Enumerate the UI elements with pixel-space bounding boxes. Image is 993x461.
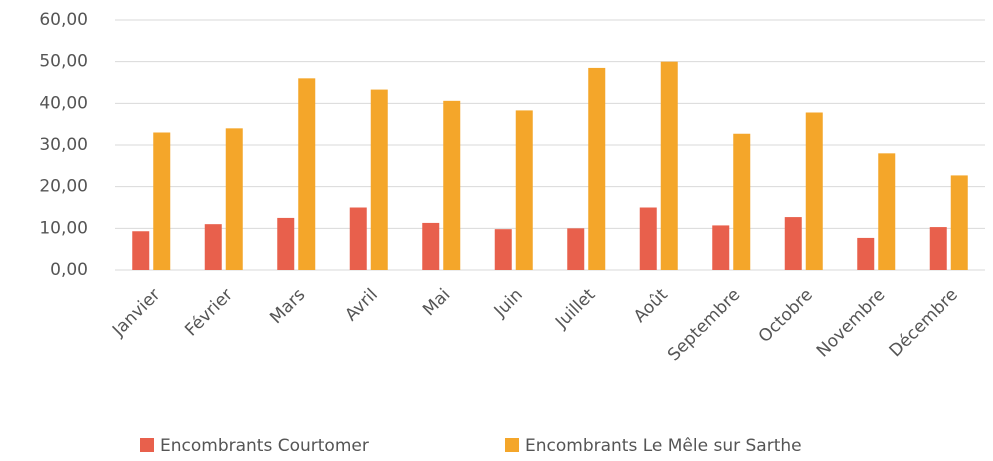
legend-swatch	[505, 438, 519, 452]
bar	[950, 175, 968, 270]
legend-label: Encombrants Courtomer	[160, 436, 369, 456]
y-tick-label: 30,00	[39, 135, 88, 155]
bar	[422, 222, 440, 270]
bar	[204, 224, 222, 270]
bar	[805, 112, 823, 270]
bar	[443, 100, 461, 270]
bar	[639, 207, 657, 270]
bar	[588, 67, 606, 271]
bar	[878, 153, 896, 270]
bar	[929, 227, 947, 270]
y-tick-label: 20,00	[39, 177, 88, 197]
bar	[277, 217, 295, 270]
bar	[857, 237, 875, 270]
bar	[298, 78, 316, 270]
bar	[712, 225, 730, 270]
bar	[349, 207, 367, 270]
bar	[370, 89, 388, 270]
x-tick-label: Juin	[490, 285, 527, 322]
x-tick-label: Septembre	[664, 285, 744, 365]
x-tick-label: Février	[181, 285, 237, 341]
y-tick-label: 40,00	[39, 93, 88, 113]
x-tick-label: Octobre	[755, 285, 817, 347]
y-tick-label: 0,00	[50, 260, 88, 280]
x-tick-label: Août	[630, 285, 672, 327]
x-tick-label: Avril	[341, 285, 381, 325]
bar	[494, 229, 512, 270]
y-tick-label: 50,00	[39, 52, 88, 72]
y-tick-label: 60,00	[39, 10, 88, 30]
bar	[153, 132, 171, 270]
legend-swatch	[140, 438, 154, 452]
bar	[660, 61, 678, 270]
x-tick-label: Mai	[419, 285, 454, 320]
x-tick-label: Janvier	[108, 285, 164, 341]
x-tick-label: Décembre	[886, 285, 962, 361]
bar	[784, 217, 802, 270]
legend-label: Encombrants Le Mêle sur Sarthe	[525, 436, 802, 456]
x-tick-label: Novembre	[813, 285, 889, 361]
bar	[225, 128, 243, 270]
x-tick-label: Mars	[266, 285, 309, 328]
bar	[567, 228, 585, 270]
bar	[515, 110, 533, 271]
x-tick-label: Juillet	[551, 285, 599, 333]
y-tick-label: 10,00	[39, 218, 88, 238]
bar	[132, 231, 150, 270]
bar	[733, 133, 751, 270]
